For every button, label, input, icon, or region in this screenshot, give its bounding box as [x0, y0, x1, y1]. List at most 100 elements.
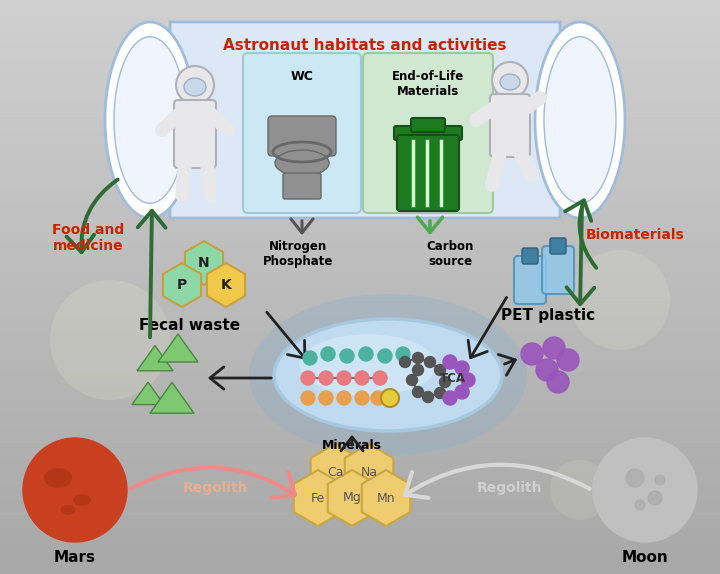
Circle shape [455, 361, 469, 375]
FancyBboxPatch shape [283, 173, 321, 199]
Ellipse shape [44, 468, 72, 488]
Ellipse shape [274, 319, 502, 431]
Circle shape [413, 352, 423, 363]
FancyBboxPatch shape [542, 246, 574, 294]
Ellipse shape [550, 460, 610, 520]
Circle shape [319, 391, 333, 405]
Circle shape [381, 389, 399, 407]
Circle shape [371, 391, 385, 405]
Text: Moon: Moon [621, 550, 668, 565]
Circle shape [413, 364, 423, 375]
Circle shape [626, 469, 644, 487]
Circle shape [355, 371, 369, 385]
Polygon shape [150, 382, 194, 413]
Circle shape [400, 356, 410, 367]
Circle shape [23, 438, 127, 542]
Circle shape [359, 347, 373, 361]
Circle shape [648, 491, 662, 505]
Ellipse shape [275, 150, 329, 176]
Circle shape [407, 374, 418, 386]
Polygon shape [137, 346, 173, 371]
Text: Minerals: Minerals [322, 439, 382, 452]
Text: Regolith: Regolith [477, 481, 543, 495]
Ellipse shape [500, 74, 520, 90]
Text: Astronaut habitats and activities: Astronaut habitats and activities [223, 38, 507, 53]
Ellipse shape [73, 494, 91, 506]
Circle shape [439, 377, 451, 387]
Circle shape [455, 385, 469, 399]
FancyBboxPatch shape [411, 118, 445, 132]
Circle shape [413, 386, 423, 398]
Text: Regolith: Regolith [182, 481, 248, 495]
Polygon shape [207, 263, 245, 307]
Text: WC: WC [291, 70, 313, 83]
Polygon shape [311, 444, 359, 500]
Circle shape [434, 387, 446, 398]
Circle shape [593, 438, 697, 542]
Polygon shape [185, 241, 223, 285]
Circle shape [321, 347, 335, 361]
Text: Fe: Fe [311, 491, 325, 505]
Text: Mg: Mg [343, 491, 361, 505]
Circle shape [543, 337, 565, 359]
FancyBboxPatch shape [550, 238, 566, 254]
FancyBboxPatch shape [170, 22, 560, 218]
Circle shape [635, 500, 645, 510]
Text: TCA: TCA [440, 371, 466, 385]
Circle shape [536, 359, 558, 381]
Circle shape [434, 364, 446, 375]
FancyBboxPatch shape [394, 126, 462, 140]
Ellipse shape [249, 294, 527, 456]
FancyBboxPatch shape [174, 100, 216, 168]
FancyBboxPatch shape [243, 53, 361, 213]
Text: Mars: Mars [54, 550, 96, 565]
Polygon shape [158, 334, 198, 362]
Text: Na: Na [361, 466, 377, 479]
FancyBboxPatch shape [363, 53, 493, 213]
Polygon shape [163, 263, 201, 307]
Polygon shape [132, 382, 164, 405]
Ellipse shape [570, 250, 670, 350]
Circle shape [337, 391, 351, 405]
Text: End-of-Life
Materials: End-of-Life Materials [392, 70, 464, 98]
FancyBboxPatch shape [514, 256, 546, 304]
Text: K: K [220, 278, 231, 292]
Circle shape [319, 371, 333, 385]
Circle shape [443, 355, 457, 369]
Text: Biomaterials: Biomaterials [585, 228, 685, 242]
Ellipse shape [176, 66, 214, 104]
Text: Mn: Mn [377, 491, 395, 505]
Text: Ca: Ca [327, 466, 343, 479]
Polygon shape [345, 444, 393, 500]
Ellipse shape [300, 334, 436, 396]
Text: PET plastic: PET plastic [501, 308, 595, 323]
Text: Fecal waste: Fecal waste [140, 318, 240, 333]
Circle shape [443, 391, 457, 405]
Text: P: P [177, 278, 187, 292]
FancyBboxPatch shape [268, 116, 336, 156]
Text: Carbon
source: Carbon source [426, 240, 474, 268]
Circle shape [425, 356, 436, 367]
Circle shape [355, 391, 369, 405]
Circle shape [461, 373, 475, 387]
Circle shape [340, 349, 354, 363]
FancyBboxPatch shape [490, 94, 530, 157]
Text: N: N [198, 256, 210, 270]
Circle shape [303, 351, 317, 365]
Circle shape [301, 371, 315, 385]
Circle shape [521, 343, 543, 365]
Circle shape [378, 349, 392, 363]
Polygon shape [361, 470, 410, 526]
Circle shape [373, 371, 387, 385]
Polygon shape [328, 470, 377, 526]
Circle shape [396, 347, 410, 361]
Ellipse shape [60, 505, 76, 515]
Ellipse shape [184, 78, 206, 96]
Ellipse shape [105, 22, 195, 218]
Ellipse shape [114, 37, 186, 203]
Text: Nitrogen
Phosphate: Nitrogen Phosphate [263, 240, 333, 268]
Circle shape [547, 371, 569, 393]
FancyBboxPatch shape [522, 248, 538, 264]
Circle shape [557, 349, 579, 371]
Ellipse shape [50, 280, 170, 400]
